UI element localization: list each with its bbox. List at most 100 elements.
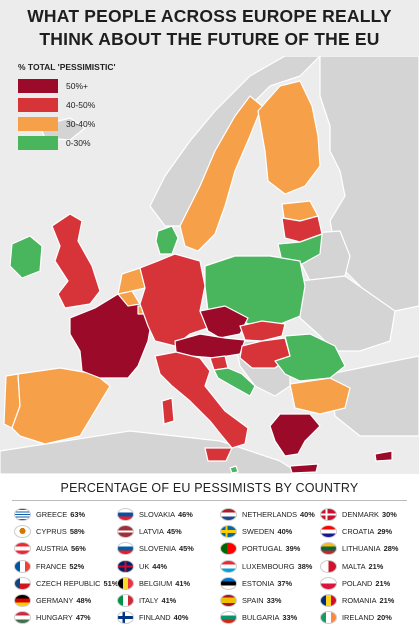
country-pct: 28% [383, 544, 399, 554]
country-row: Denmark 30% [320, 506, 419, 523]
country-row: UK 44% [117, 558, 221, 575]
slovakia-country [239, 320, 286, 342]
country-name: Luxembourg [242, 561, 295, 571]
czech-flag-icon [14, 576, 31, 590]
country-name: Belgium [139, 578, 173, 588]
cyprus-flag-icon [14, 525, 31, 539]
country-row: Latvia 45% [117, 523, 221, 540]
country-name: Czech Republic [36, 578, 101, 588]
legend-label: 50%+ [66, 80, 88, 91]
stats-title: PERCENTAGE OF EU PESSIMISTS BY COUNTRY [60, 481, 359, 495]
country-row: Slovenia 45% [117, 540, 221, 557]
ireland-country [9, 235, 43, 279]
country-name: Portugal [242, 544, 283, 554]
poland-country [204, 255, 306, 325]
country-row: Estonia 37% [220, 575, 324, 592]
country-row: Ireland 20% [320, 609, 419, 626]
country-pct: 29% [377, 527, 393, 537]
uk-flag-icon [117, 559, 134, 573]
poland-flag-icon [320, 576, 337, 590]
sicily-shape [204, 447, 233, 462]
germany-flag-icon [14, 594, 31, 608]
country-name: Latvia [139, 527, 164, 537]
country-pct: 41% [175, 578, 191, 588]
legend-item-0-30: 0-30% [18, 135, 140, 150]
country-pct: 40% [277, 527, 293, 537]
legend-swatch [18, 116, 58, 131]
country-pct: 30% [381, 510, 397, 520]
country-name: Cyprus [36, 527, 67, 537]
country-name: France [36, 561, 67, 571]
stats-divider [12, 500, 407, 501]
country-pct: 21% [368, 561, 384, 571]
country-name: Poland [342, 578, 373, 588]
country-row: Romania 21% [320, 592, 419, 609]
austria-flag-icon [14, 542, 31, 556]
cyprus-country [374, 450, 393, 462]
malta-country [229, 465, 239, 474]
hungary-flag-icon [14, 611, 31, 625]
czech-country [199, 305, 249, 339]
country-pct: 51% [103, 578, 119, 588]
country-name: Estonia [242, 578, 275, 588]
greece-flag-icon [14, 508, 31, 522]
country-name: Denmark [342, 510, 379, 520]
country-pct: 45% [166, 527, 182, 537]
legend-item-40-50: 40-50% [18, 97, 140, 112]
country-name: Greece [36, 510, 68, 520]
germany-country [139, 253, 209, 347]
country-name: UK [139, 561, 150, 571]
stats-column-3: Netherlands 40% Sweden 40% Portugal 39% Lux… [220, 506, 324, 626]
country-row: Finland 40% [117, 609, 221, 626]
europe-map [0, 56, 419, 474]
romania-country [274, 333, 346, 382]
title-line-1: WHAT PEOPLE ACROSS EUROPE REALLY [27, 6, 392, 26]
slovenia-flag-icon [117, 542, 134, 556]
country-name: Spain [242, 596, 264, 606]
country-name: Ireland [342, 613, 375, 623]
country-pct: 44% [152, 561, 168, 571]
uk-country [51, 213, 101, 309]
sweden-country [179, 95, 263, 252]
legend-item-50-plus: 50%+ [18, 78, 140, 93]
legend-label: 30-40% [66, 118, 96, 129]
country-name: Finland [139, 613, 171, 623]
country-row: Spain 33% [220, 592, 324, 609]
country-row: Czech Republic 51% [14, 575, 118, 592]
lithuania-flag-icon [320, 542, 337, 556]
latvia-flag-icon [117, 525, 134, 539]
legend-label: 40-50% [66, 99, 96, 110]
stats-column-2: Slovakia 46% Latvia 45% Slovenia 45% UK 44% … [117, 506, 221, 626]
country-pct: 63% [70, 510, 86, 520]
bulgaria-flag-icon [220, 611, 237, 625]
legend-label: 0-30% [66, 137, 91, 148]
infographic-title: WHAT PEOPLE ACROSS EUROPE REALLY THINK A… [0, 0, 419, 56]
country-row: Cyprus 58% [14, 523, 118, 540]
north-africa-region [0, 430, 301, 474]
country-row: Luxembourg 38% [220, 558, 324, 575]
country-pct: 58% [69, 527, 85, 537]
country-pct: 48% [76, 596, 92, 606]
country-name: Bulgaria [242, 613, 280, 623]
country-name: Slovakia [139, 510, 176, 520]
country-pct: 38% [297, 561, 313, 571]
malta-flag-icon [320, 559, 337, 573]
country-pct: 40% [173, 613, 189, 623]
country-row: Bulgaria 33% [220, 609, 324, 626]
country-row: Portugal 39% [220, 540, 324, 557]
netherlands-country [117, 267, 146, 295]
country-name: Malta [342, 561, 366, 571]
slovakia-flag-icon [117, 508, 134, 522]
country-row: Croatia 29% [320, 523, 419, 540]
legend-swatch [18, 135, 58, 150]
country-name: Romania [342, 596, 377, 606]
denmark-flag-icon [320, 508, 337, 522]
ireland-flag-icon [320, 611, 337, 625]
country-row: Lithuania 28% [320, 540, 419, 557]
country-pct: 33% [282, 613, 298, 623]
country-row: Malta 21% [320, 558, 419, 575]
country-pct: 56% [71, 544, 86, 554]
denmark-country [155, 225, 179, 255]
ukraine-region [299, 275, 396, 352]
country-row: Slovakia 46% [117, 506, 221, 523]
